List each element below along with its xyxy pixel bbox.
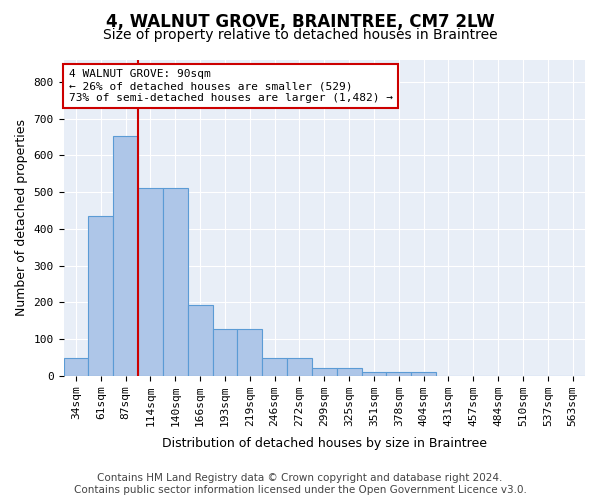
Text: 4 WALNUT GROVE: 90sqm
← 26% of detached houses are smaller (529)
73% of semi-det: 4 WALNUT GROVE: 90sqm ← 26% of detached … — [69, 70, 393, 102]
Bar — [238, 329, 262, 376]
Bar — [88, 216, 113, 376]
X-axis label: Distribution of detached houses by size in Braintree: Distribution of detached houses by size … — [162, 437, 487, 450]
Bar — [386, 372, 411, 376]
Text: Contains HM Land Registry data © Crown copyright and database right 2024.
Contai: Contains HM Land Registry data © Crown c… — [74, 474, 526, 495]
Bar — [337, 368, 362, 376]
Bar — [262, 358, 287, 376]
Bar — [188, 305, 212, 376]
Bar — [287, 358, 312, 376]
Y-axis label: Number of detached properties: Number of detached properties — [15, 120, 28, 316]
Bar — [312, 368, 337, 376]
Text: Size of property relative to detached houses in Braintree: Size of property relative to detached ho… — [103, 28, 497, 42]
Text: 4, WALNUT GROVE, BRAINTREE, CM7 2LW: 4, WALNUT GROVE, BRAINTREE, CM7 2LW — [106, 12, 494, 30]
Bar — [411, 372, 436, 376]
Bar — [212, 329, 238, 376]
Bar — [113, 136, 138, 376]
Bar — [138, 188, 163, 376]
Bar — [163, 188, 188, 376]
Bar — [362, 372, 386, 376]
Bar — [64, 358, 88, 376]
